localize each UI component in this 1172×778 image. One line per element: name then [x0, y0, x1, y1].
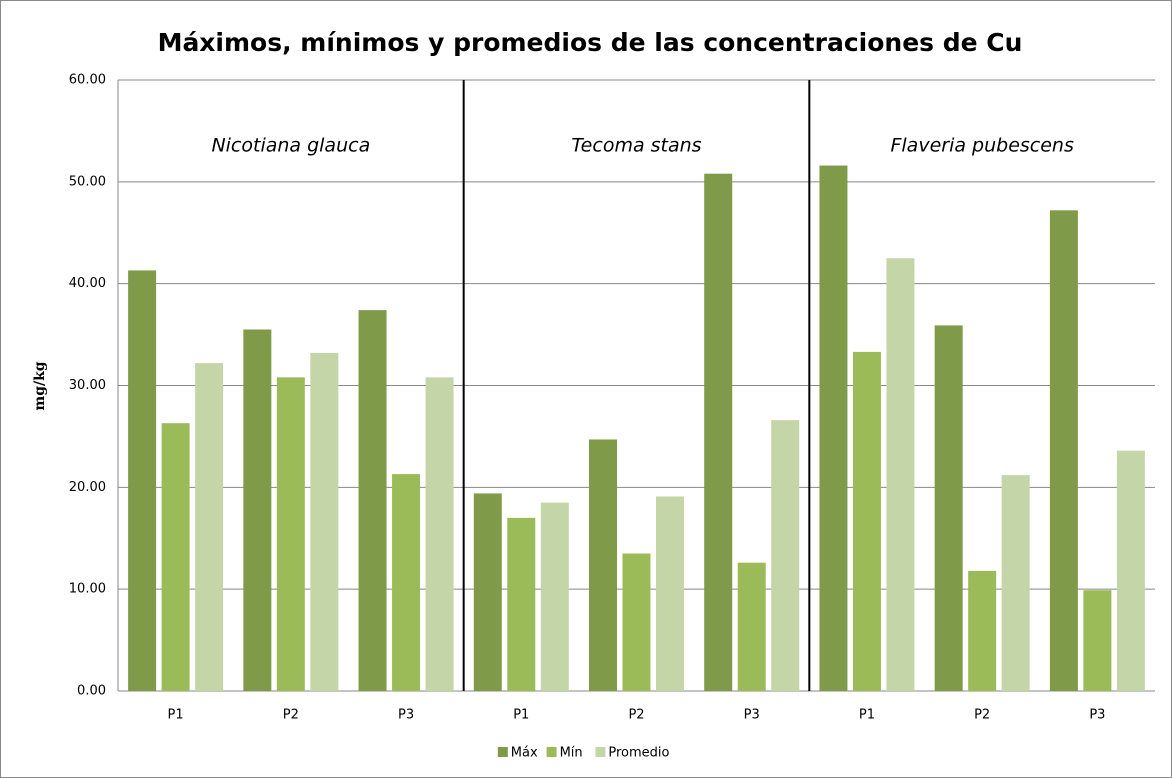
- bar: [934, 325, 963, 691]
- bar: [276, 377, 305, 691]
- legend-label: Mín: [560, 746, 583, 761]
- legend-label: Máx: [511, 746, 538, 761]
- x-tick-label: P2: [974, 708, 990, 723]
- group-label: Flaveria pubescens: [890, 135, 1073, 157]
- bar: [507, 517, 536, 691]
- legend-swatch: [595, 747, 606, 757]
- legend-swatch: [546, 747, 557, 757]
- bar: [392, 474, 421, 691]
- bar: [771, 420, 800, 691]
- bar: [128, 270, 157, 691]
- y-tick-label: 40.00: [69, 276, 106, 291]
- legend-swatch: [497, 747, 508, 757]
- bar: [1083, 590, 1112, 691]
- bar: [1049, 210, 1078, 691]
- bar: [310, 352, 339, 691]
- x-tick-label: P2: [628, 708, 644, 723]
- bar: [1001, 475, 1030, 691]
- y-tick-label: 60.00: [69, 73, 106, 88]
- legend-label: Promedio: [608, 746, 669, 761]
- y-tick-label: 10.00: [69, 582, 106, 597]
- bar: [1116, 450, 1145, 691]
- bar: [819, 165, 848, 692]
- x-tick-label: P1: [513, 708, 529, 723]
- bar: [243, 329, 272, 691]
- bar: [622, 553, 651, 691]
- group-label: Nicotiana glauca: [211, 135, 370, 157]
- x-tick-label: P3: [744, 708, 760, 723]
- x-tick-label: P3: [1089, 708, 1105, 723]
- bar: [737, 562, 766, 691]
- bar: [968, 570, 997, 691]
- bar: [886, 258, 915, 691]
- bar: [358, 310, 387, 691]
- bar: [852, 351, 881, 691]
- x-tick-label: P1: [168, 708, 184, 723]
- bar: [540, 502, 569, 691]
- x-tick-label: P1: [859, 708, 875, 723]
- bar: [704, 173, 733, 692]
- y-tick-label: 0.00: [77, 684, 106, 699]
- group-label: Tecoma stans: [571, 135, 701, 157]
- x-tick-label: P3: [398, 708, 414, 723]
- y-tick-label: 50.00: [69, 174, 106, 189]
- y-tick-label: 30.00: [69, 378, 106, 393]
- bar: [589, 439, 617, 691]
- x-tick-label: P2: [283, 708, 299, 723]
- y-axis-label: mg/kg: [32, 361, 48, 410]
- bar: [473, 493, 502, 691]
- bar: [425, 377, 454, 691]
- y-tick-label: 20.00: [69, 480, 106, 495]
- bar: [656, 496, 684, 691]
- chart-title: Máximos, mínimos y promedios de las conc…: [158, 28, 1023, 57]
- bar: [161, 423, 190, 691]
- bar: [195, 363, 224, 691]
